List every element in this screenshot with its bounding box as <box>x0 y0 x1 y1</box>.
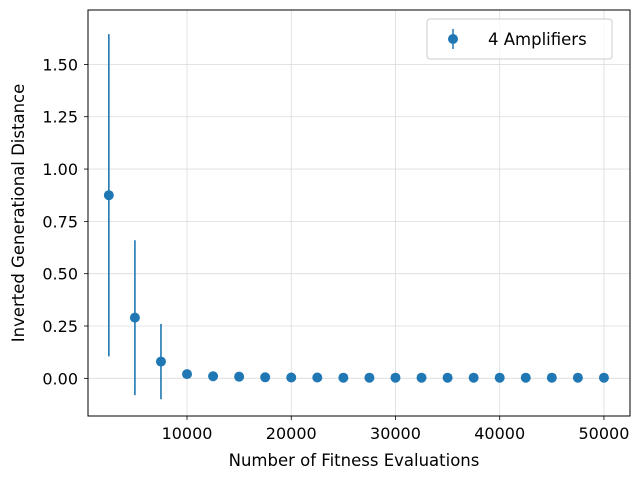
y-tick-label: 1.25 <box>42 108 78 127</box>
legend: 4 Amplifiers <box>426 18 613 60</box>
data-point <box>312 372 323 383</box>
x-tick-label: 30000 <box>370 424 421 443</box>
data-point <box>234 371 245 382</box>
y-tick-label: 1.00 <box>42 160 78 179</box>
data-point <box>520 372 531 383</box>
data-point <box>390 372 401 383</box>
y-tick-label: 0.00 <box>42 369 78 388</box>
data-point <box>468 372 479 383</box>
data-point <box>494 372 505 383</box>
y-tick-label: 0.50 <box>42 265 78 284</box>
data-point <box>260 372 271 383</box>
x-tick-label: 20000 <box>266 424 317 443</box>
legend-box <box>426 18 613 60</box>
x-tick-label: 40000 <box>474 424 525 443</box>
data-point <box>442 372 453 383</box>
x-axis-label: Number of Fitness Evaluations <box>229 451 480 470</box>
plot-area <box>103 34 609 400</box>
y-axis-label: Inverted Generational Distance <box>9 84 28 343</box>
data-point <box>182 369 193 380</box>
data-point <box>364 372 375 383</box>
data-point <box>338 372 349 383</box>
data-point <box>546 372 557 383</box>
legend-label: 4 Amplifiers <box>488 30 587 49</box>
data-point <box>103 190 114 201</box>
axis-ticks: 10000 20000 30000 40000 50000 0.00 0.25 0.50 0.7… <box>42 55 629 443</box>
data-point <box>129 312 140 323</box>
legend-point-marker <box>448 34 458 44</box>
data-point <box>598 372 609 383</box>
y-tick-label: 0.75 <box>42 212 78 231</box>
data-point <box>286 372 297 383</box>
y-tick-label: 1.50 <box>42 55 78 74</box>
data-point <box>208 371 219 382</box>
data-point <box>416 372 427 383</box>
y-tick-label: 0.25 <box>42 317 78 336</box>
data-point <box>572 372 583 383</box>
x-tick-label: 50000 <box>578 424 629 443</box>
grid <box>88 10 630 416</box>
data-point <box>155 356 166 367</box>
plot-frame <box>87 9 631 417</box>
x-tick-label: 10000 <box>162 424 213 443</box>
